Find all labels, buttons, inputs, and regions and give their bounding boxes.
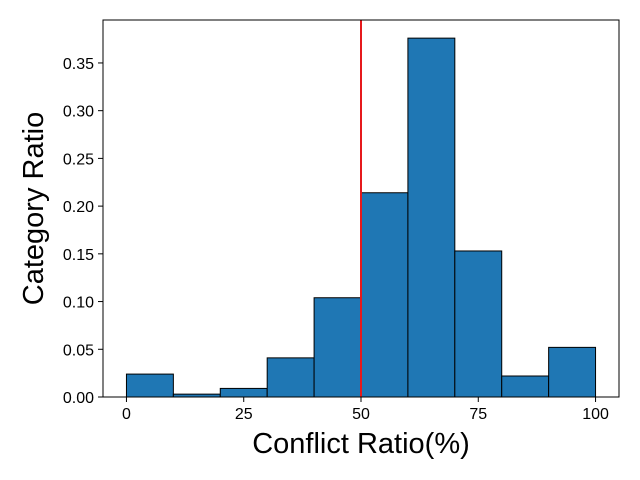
y-tick-label: 0.35: [63, 56, 94, 73]
histogram-bar: [313, 297, 362, 398]
histogram-bar: [501, 375, 550, 398]
x-axis-ticks: 0 25 50 75 100: [122, 397, 609, 423]
y-tick-label: 0.20: [63, 199, 94, 216]
x-tick-label: 25: [235, 406, 253, 423]
histogram-bar: [454, 250, 503, 398]
y-axis-ticks: 0.00 0.05 0.10 0.15 0.20 0.25 0.30 0.35: [63, 56, 103, 407]
histogram-bar: [407, 37, 456, 398]
histogram-bar: [219, 387, 268, 398]
histogram-bar: [360, 192, 409, 398]
y-axis-title: Category Ratio: [18, 112, 50, 305]
histogram-bar: [125, 373, 174, 398]
x-tick-label: 100: [582, 406, 609, 423]
x-axis-title: Conflict Ratio(%): [252, 428, 470, 460]
y-tick-label: 0.00: [63, 390, 94, 407]
y-tick-label: 0.25: [63, 151, 94, 168]
histogram-bar: [266, 357, 315, 398]
y-tick-label: 0.05: [63, 342, 94, 359]
x-tick-label: 75: [469, 406, 487, 423]
y-tick-label: 0.15: [63, 247, 94, 264]
histogram-bar: [548, 346, 597, 398]
x-tick-label: 0: [122, 406, 131, 423]
x-tick-label: 50: [352, 406, 370, 423]
y-tick-label: 0.30: [63, 104, 94, 121]
bars-group: [125, 37, 597, 398]
y-tick-label: 0.10: [63, 295, 94, 312]
